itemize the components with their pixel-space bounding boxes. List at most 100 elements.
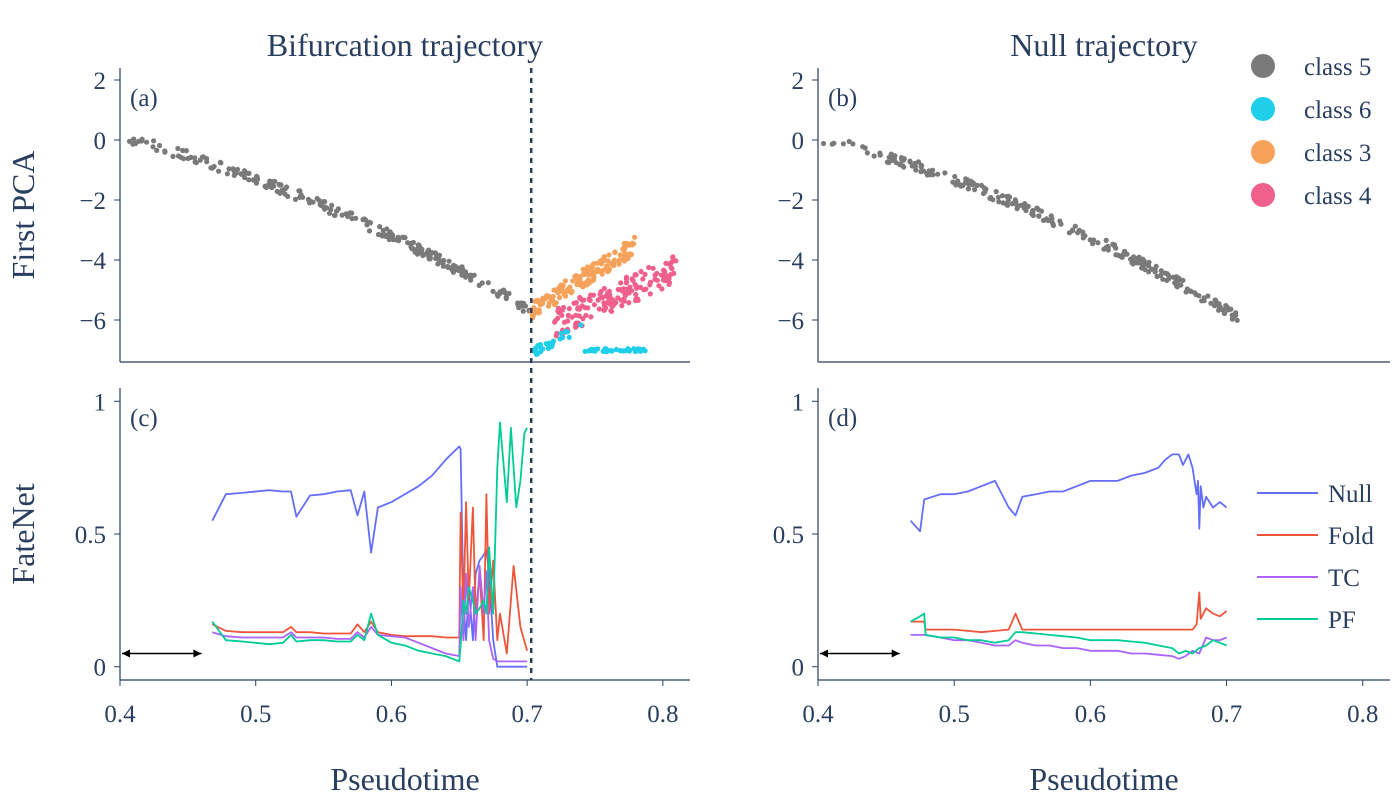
- scatter-point: [632, 272, 638, 278]
- scatter-point: [626, 348, 633, 354]
- scatter-point: [316, 197, 322, 203]
- scatter-point: [185, 155, 191, 162]
- scatter-point: [620, 246, 626, 252]
- scatter-point: [918, 169, 924, 175]
- scatter-point: [580, 316, 586, 322]
- scatter-point: [1133, 259, 1139, 266]
- scatter-point: [571, 300, 577, 306]
- scatter-point: [634, 296, 641, 302]
- scatter-point: [1205, 293, 1211, 299]
- scatter-point: [552, 319, 558, 325]
- scatter-point: [629, 276, 635, 282]
- scatter-point: [624, 242, 630, 248]
- scatter-point: [233, 170, 239, 176]
- legend-label: class 3: [1304, 140, 1371, 167]
- scatter-point: [605, 347, 611, 353]
- scatter-point: [208, 165, 214, 171]
- scatter-point: [1022, 201, 1028, 207]
- scatter-point: [561, 291, 567, 297]
- scatter-point: [555, 305, 562, 311]
- scatter-point: [888, 151, 894, 157]
- scatter-point: [559, 287, 565, 293]
- scatter-point: [909, 163, 915, 169]
- x-axis-title: Pseudotime: [1029, 761, 1178, 797]
- scatter-series-class-3: [528, 234, 638, 321]
- scatter-point: [557, 294, 563, 301]
- scatter-point: [1140, 256, 1146, 262]
- scatter-point: [1146, 259, 1152, 265]
- scatter-point: [545, 345, 552, 351]
- scatter-point: [990, 197, 996, 203]
- window-arrow-left-head: [122, 649, 130, 658]
- scatter-point: [578, 322, 584, 328]
- scatter-point: [924, 171, 930, 177]
- y-tick-label: 1: [792, 389, 805, 416]
- legend-label: Fold: [1328, 523, 1374, 550]
- scatter-point: [621, 298, 627, 304]
- scatter-point: [662, 269, 668, 275]
- scatter-point: [622, 256, 628, 262]
- scatter-point: [573, 312, 579, 318]
- legend-label: class 5: [1304, 54, 1371, 81]
- scatter-point: [285, 193, 291, 199]
- scatter-point: [610, 297, 616, 303]
- fatenet-legend: Null Fold TC PF: [1257, 481, 1374, 634]
- scatter-point: [476, 282, 482, 288]
- scatter-point: [1035, 207, 1041, 213]
- scatter-point: [582, 348, 588, 354]
- scatter-point: [1129, 260, 1135, 266]
- scatter-point: [440, 263, 446, 269]
- x-tick-label: 0.6: [376, 701, 407, 728]
- scatter-point: [1036, 213, 1042, 219]
- scatter-point: [575, 306, 581, 312]
- scatter-point: [972, 187, 978, 193]
- scatter-point: [930, 167, 936, 173]
- y-axis-title: FateNet: [5, 483, 41, 584]
- scatter-point: [1012, 197, 1018, 203]
- scatter-point: [389, 231, 395, 237]
- scatter-point: [581, 297, 587, 303]
- scatter-point: [1233, 310, 1239, 316]
- scatter-point: [1005, 202, 1011, 208]
- scatter-point: [409, 246, 415, 252]
- scatter-point: [578, 282, 584, 288]
- scatter-point: [561, 319, 568, 325]
- scatter-point: [300, 194, 306, 200]
- scatter-point: [292, 196, 299, 202]
- scatter-point: [271, 183, 277, 189]
- scatter-series-class-4: [552, 254, 679, 339]
- scatter-point: [183, 148, 189, 154]
- scatter-point: [579, 303, 585, 309]
- scatter-point: [898, 155, 905, 161]
- scatter-point: [995, 194, 1001, 200]
- panel-d-null-fatenet: 1 0.5 0 0.4 0.5 0.6 0.7 0.8 Pseudotime (d): [773, 388, 1390, 797]
- scatter-point: [846, 138, 852, 145]
- scatter-point: [427, 256, 433, 262]
- scatter-point: [587, 267, 594, 273]
- scatter-point: [192, 159, 198, 165]
- scatter-point: [1142, 261, 1148, 267]
- scatter-point: [611, 257, 618, 263]
- scatter-point: [952, 173, 958, 180]
- scatter-point: [522, 303, 529, 309]
- scatter-point: [390, 237, 396, 243]
- legend-label: Null: [1328, 481, 1373, 508]
- scatter-point: [599, 268, 606, 274]
- scatter-point: [419, 249, 425, 255]
- panel-c-bifurcation-fatenet: 1 0.5 0 0.4 0.5 0.6 0.7 0.8 Pseudotime (c) FateNet: [5, 388, 690, 797]
- scatter-point: [669, 266, 675, 272]
- scatter-point: [269, 179, 275, 185]
- window-arrow-right-head: [891, 649, 900, 658]
- scatter-point: [1000, 200, 1006, 206]
- scatter-point: [384, 226, 390, 232]
- scatter-point: [633, 283, 639, 289]
- scatter-point: [343, 211, 349, 217]
- scatter-point: [412, 249, 418, 255]
- scatter-point: [586, 348, 592, 354]
- scatter-point: [1105, 243, 1111, 249]
- scatter-point: [617, 252, 623, 258]
- x-tick-label: 0.5: [240, 701, 271, 728]
- scatter-point: [591, 261, 597, 267]
- scatter-point: [1014, 203, 1020, 209]
- panel-a-bifurcation-pca: 2 0 −2 −4 −6 (a) Bifurcation trajectory First P…: [5, 27, 690, 363]
